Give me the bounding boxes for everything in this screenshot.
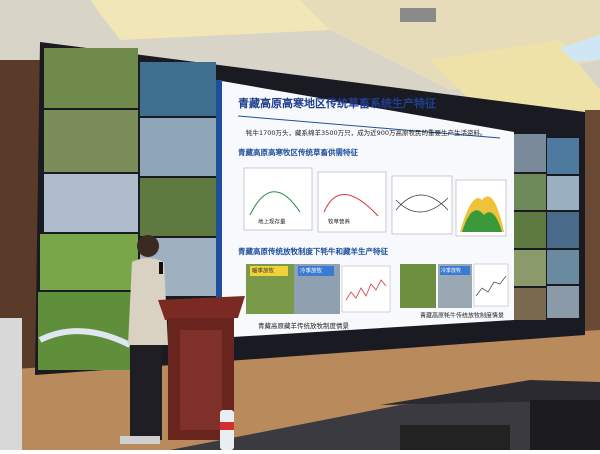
mini-chart-line	[395, 194, 449, 213]
chart-label: 地上现存量	[258, 218, 286, 226]
panel-tag-bg	[440, 266, 470, 275]
presenter-head	[137, 235, 159, 257]
photo-tile	[40, 234, 138, 290]
podium-panel	[180, 330, 222, 430]
mini-chart-area	[462, 210, 502, 232]
photo-tile	[44, 174, 138, 232]
photo-tile	[514, 134, 546, 172]
wall	[585, 110, 600, 360]
photo-tile	[514, 250, 546, 286]
slide-accent	[216, 80, 222, 338]
slide-title: 青藏高原高寒地区传统草畜系统生产特征	[238, 96, 436, 110]
presenter-trousers	[130, 345, 162, 440]
podium-top	[158, 296, 245, 320]
panel-tag: 冷季放牧	[441, 267, 461, 274]
photo-tile	[44, 110, 138, 172]
mini-chart-line	[323, 194, 379, 217]
ceiling-light	[90, 0, 330, 40]
river	[38, 328, 132, 348]
title-rule	[237, 115, 501, 139]
mini-chart-line	[249, 191, 301, 216]
chair	[530, 400, 600, 450]
skylight	[560, 35, 600, 62]
presenter-jacket	[128, 258, 168, 345]
panel-caption: 青藏高原藏羊传统放牧制度情景	[258, 321, 350, 330]
mini-chart-line	[475, 275, 507, 297]
photo-tile	[547, 250, 579, 284]
photo-tile	[547, 212, 579, 248]
mini-chart	[341, 265, 391, 313]
mini-chart	[473, 263, 509, 307]
chair	[400, 425, 510, 450]
photo-tile	[547, 176, 579, 210]
section-heading: 青藏高原高寒牧区传统草畜供需特征	[238, 147, 358, 157]
vent	[400, 8, 436, 22]
panel-tag: 冷季放牧	[300, 267, 323, 275]
front-table	[380, 380, 600, 405]
chart-label: 牧草营养	[328, 218, 351, 226]
photo-tile	[514, 212, 546, 248]
side-cabinet	[0, 318, 22, 450]
photo-tile	[514, 288, 546, 320]
panel-tag-bg	[298, 266, 334, 276]
panel-photo	[400, 264, 436, 308]
photo-tile	[140, 178, 216, 236]
mini-chart	[243, 167, 313, 231]
photo-tile	[547, 286, 579, 318]
photo-tile	[514, 174, 546, 210]
presenter-shoes	[120, 436, 160, 444]
photo-tile	[140, 62, 216, 116]
photo-tile	[140, 118, 216, 176]
bottle-label	[220, 422, 234, 430]
mini-chart-line	[345, 279, 387, 301]
panel-tag: 暖季放牧	[252, 267, 275, 275]
photo-tile	[547, 138, 579, 174]
panel-tag-bg	[250, 266, 288, 276]
section-heading: 青藏高原传统放牧制度下牦牛和藏羊生产特征	[238, 246, 388, 256]
microphone	[159, 262, 163, 274]
panel-caption: 青藏高原牦牛传统放牧制度情景	[420, 312, 504, 320]
photo-tile	[44, 48, 138, 108]
intro-text: 牦牛1700万头，藏系绵羊3500万只，成为近900万高原牧民的重要生产生活资料…	[246, 128, 487, 137]
